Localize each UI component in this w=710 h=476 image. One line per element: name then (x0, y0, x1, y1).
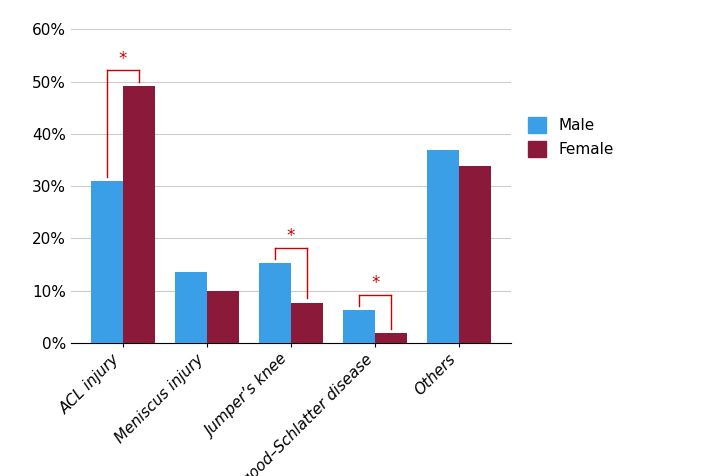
Bar (291, 303, 323, 343)
Bar (459, 166, 491, 343)
Bar (175, 272, 207, 343)
Bar (343, 310, 375, 343)
Bar (427, 149, 459, 343)
Text: *: * (287, 227, 295, 245)
Text: *: * (119, 50, 127, 68)
Legend: Male, Female: Male, Female (528, 117, 613, 157)
Text: *: * (371, 274, 379, 292)
Bar (207, 290, 239, 343)
Bar (123, 86, 155, 343)
Bar (91, 181, 123, 343)
Bar (259, 263, 291, 343)
Bar (375, 333, 407, 343)
